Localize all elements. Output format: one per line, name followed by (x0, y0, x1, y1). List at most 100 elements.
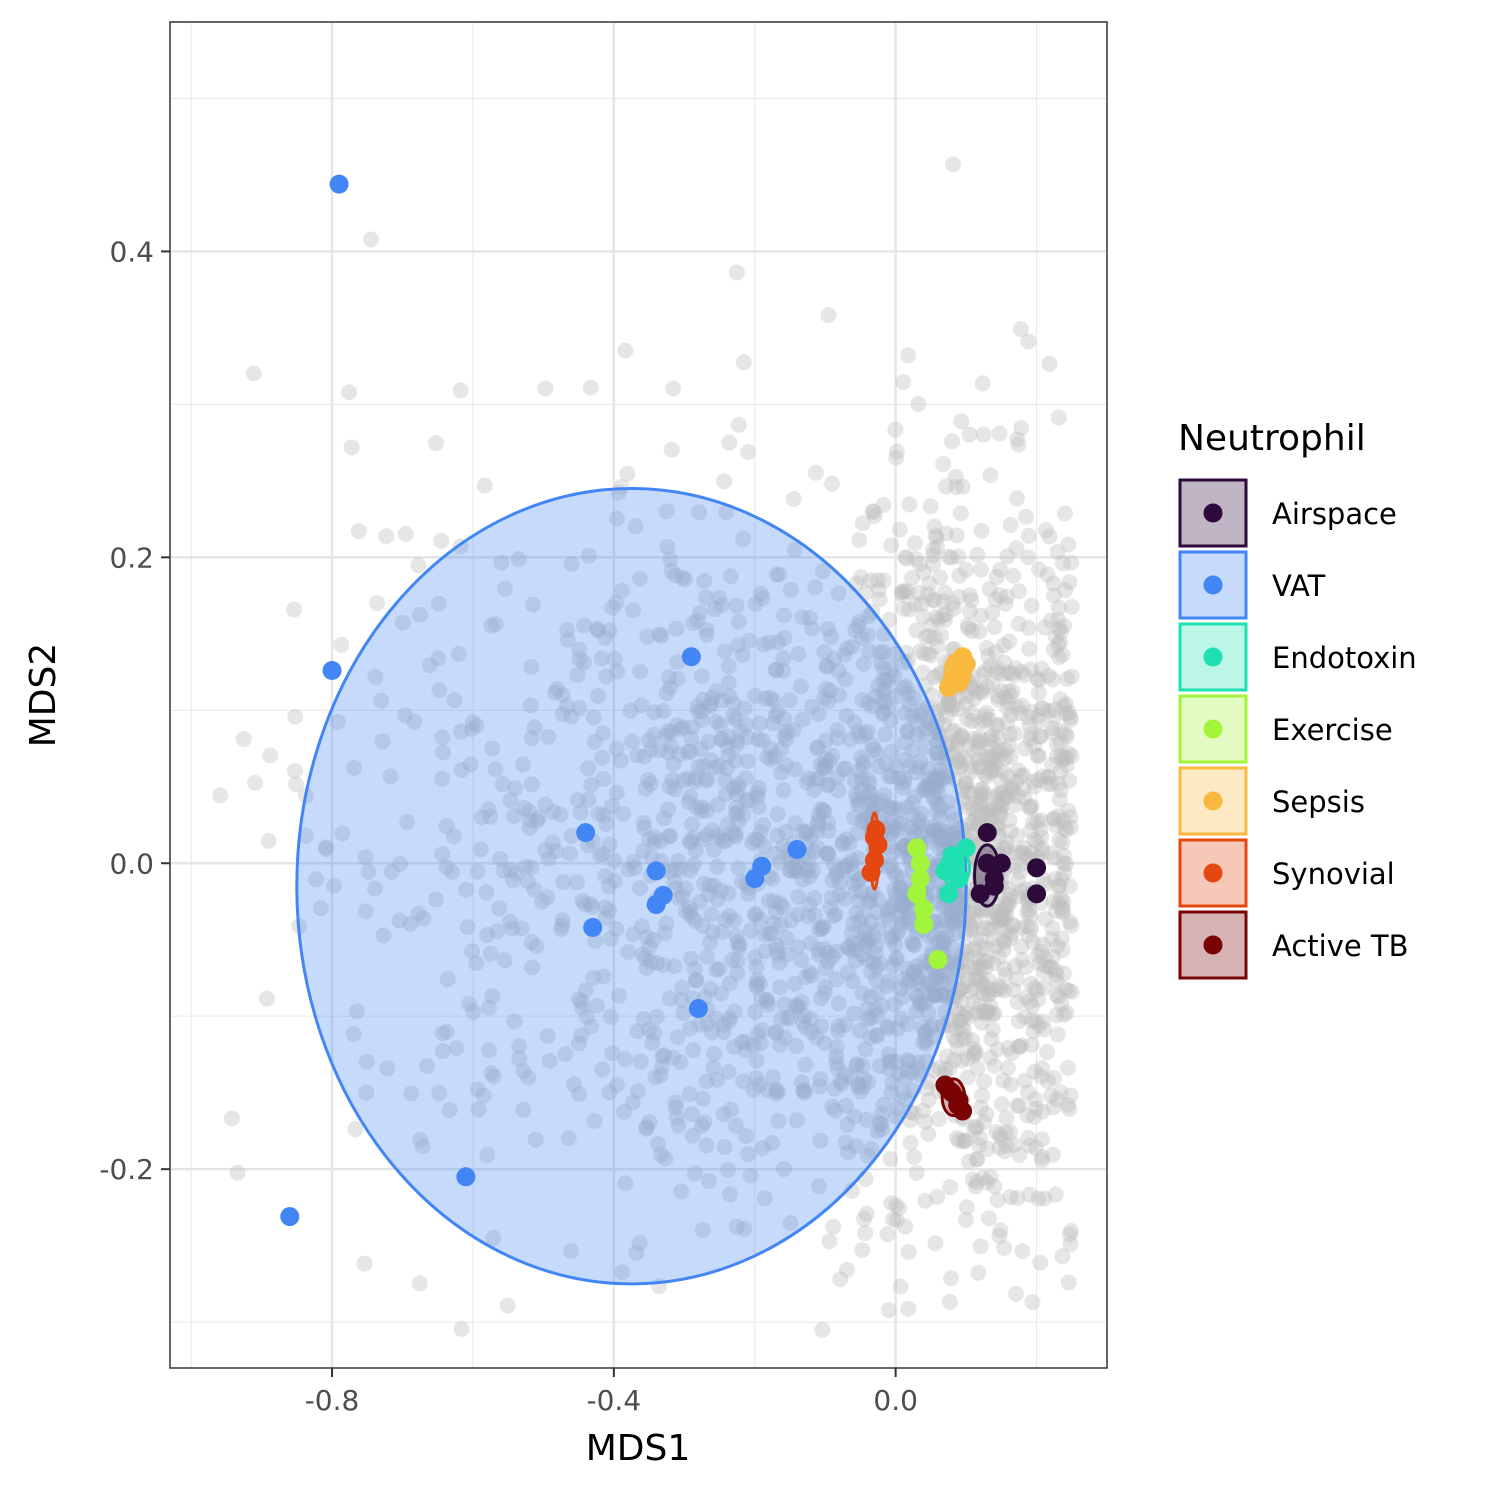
background-point (1048, 902, 1065, 919)
background-point (1054, 1248, 1071, 1265)
background-point (782, 581, 799, 598)
background-point (881, 1046, 898, 1063)
background-point (756, 837, 773, 854)
background-point (961, 603, 978, 620)
background-point (931, 1059, 948, 1076)
background-point (898, 899, 915, 916)
background-point (1027, 1139, 1044, 1156)
background-point (932, 799, 949, 816)
background-point (866, 503, 883, 520)
background-point (814, 1321, 831, 1338)
background-point (894, 897, 911, 914)
background-point (1002, 516, 1019, 533)
background-point (1033, 1149, 1050, 1166)
background-point (938, 525, 955, 542)
background-point (973, 939, 990, 956)
background-point (741, 632, 758, 649)
background-point (1057, 725, 1074, 742)
point-vat (681, 647, 701, 667)
background-point (412, 1131, 429, 1148)
background-point (767, 904, 784, 921)
background-point (582, 379, 599, 396)
background-point (957, 774, 974, 791)
background-point (976, 953, 993, 970)
background-point (686, 960, 703, 977)
background-point (1039, 1073, 1056, 1090)
background-point (572, 804, 589, 821)
background-point (1050, 409, 1067, 426)
background-point (445, 828, 462, 845)
background-point (872, 1058, 889, 1075)
background-point (541, 1052, 558, 1069)
background-point (888, 1212, 905, 1229)
background-point (876, 681, 893, 698)
background-point (830, 585, 847, 602)
background-point (797, 1056, 814, 1073)
background-point (1056, 617, 1073, 634)
background-point (896, 1091, 913, 1108)
background-point (608, 920, 625, 937)
background-point (670, 1117, 687, 1134)
background-point (959, 972, 976, 989)
background-point (560, 1130, 577, 1147)
background-point (922, 617, 939, 634)
background-point (598, 815, 615, 832)
background-point (585, 709, 602, 726)
background-point (985, 733, 1002, 750)
background-point (812, 1132, 829, 1149)
background-point (888, 443, 905, 460)
background-point (492, 851, 509, 868)
background-point (752, 824, 769, 841)
background-point (926, 592, 943, 609)
background-point (787, 862, 804, 879)
background-point (810, 706, 827, 723)
background-point (991, 587, 1008, 604)
background-point (930, 701, 947, 718)
background-point (759, 1082, 776, 1099)
background-point (645, 932, 662, 949)
ellipse-vat (295, 487, 968, 1286)
background-point (487, 761, 504, 778)
background-point (949, 701, 966, 718)
background-point (913, 703, 930, 720)
background-point (724, 824, 741, 841)
background-point (911, 994, 928, 1011)
background-point (991, 1227, 1008, 1244)
background-point (853, 771, 870, 788)
background-point (943, 900, 960, 917)
background-point (580, 791, 597, 808)
background-point (889, 821, 906, 838)
background-point (927, 527, 944, 544)
background-point (1030, 747, 1047, 764)
background-point (859, 1000, 876, 1017)
background-point (748, 976, 765, 993)
background-point (964, 814, 981, 831)
background-point (1024, 1294, 1041, 1311)
background-point (952, 505, 969, 522)
background-point (1034, 936, 1051, 953)
background-point (779, 1009, 796, 1026)
background-point (677, 880, 694, 897)
background-point (1049, 1091, 1066, 1108)
background-point (528, 938, 545, 955)
background-point (689, 612, 706, 629)
background-point (980, 803, 997, 820)
background-point (943, 833, 960, 850)
background-point (369, 595, 386, 612)
background-point (771, 854, 788, 871)
background-point (506, 807, 523, 824)
background-point (915, 645, 932, 662)
background-point (904, 708, 921, 725)
background-point (772, 917, 789, 934)
background-point (699, 771, 716, 788)
background-point (966, 960, 983, 977)
background-point (639, 628, 656, 645)
background-point (991, 977, 1008, 994)
background-point (794, 711, 811, 728)
background-point (730, 416, 747, 433)
background-point (932, 627, 949, 644)
background-point (885, 844, 902, 861)
background-point (895, 838, 912, 855)
background-point (1011, 1097, 1028, 1114)
legend-key-point (1203, 503, 1223, 523)
